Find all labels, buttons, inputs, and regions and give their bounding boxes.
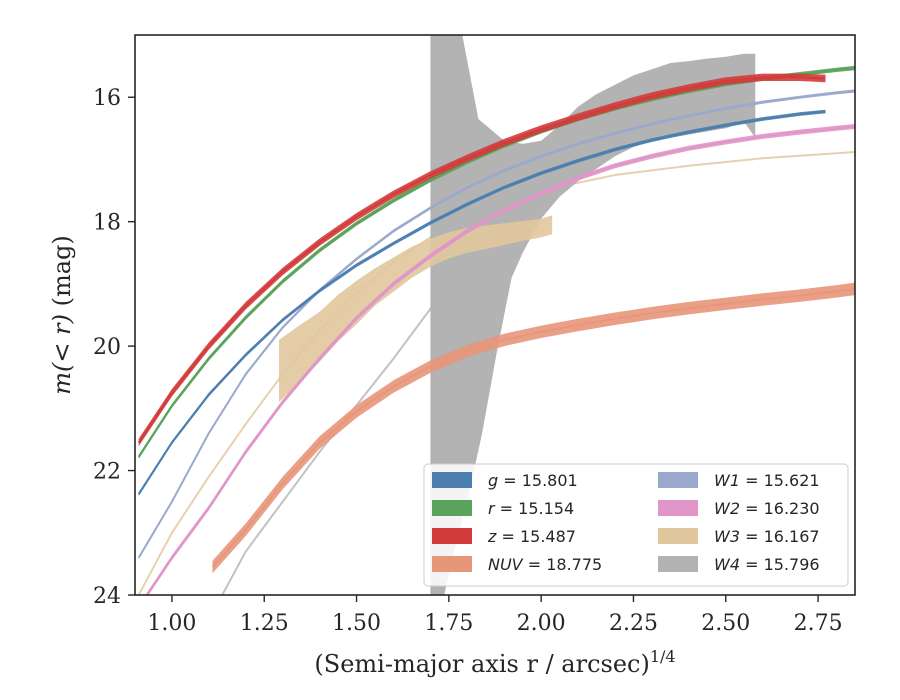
series-w2 (145, 124, 855, 595)
x-tick-label: 2.00 (517, 611, 566, 636)
y-axis-title-main: m(< r) (48, 314, 76, 395)
legend-label-w4: W4 = 15.796 (714, 555, 820, 574)
series-w4-band (430, 35, 756, 595)
x-axis: 1.00 1.25 1.50 1.75 2.00 2.25 2.50 2.75 (147, 595, 843, 636)
legend-swatch-g (432, 472, 472, 488)
series-z (137, 73, 826, 447)
y-tick-label: 16 (93, 86, 121, 111)
x-axis-title-main: (Semi-major axis r / arcsec) (314, 650, 649, 678)
legend-label-w3: W3 = 16.167 (714, 527, 820, 546)
x-axis-title: (Semi-major axis r / arcsec)1/4 (314, 647, 675, 678)
x-tick-label: 1.25 (240, 611, 289, 636)
series-w3 (279, 215, 553, 403)
series-w2-line (145, 125, 855, 595)
legend-swatch-w1 (658, 472, 698, 488)
series-g (137, 109, 826, 497)
series-w1-line (137, 90, 855, 559)
y-tick-label: 20 (93, 335, 121, 360)
legend-swatch-w3 (658, 528, 698, 544)
legend-label-w1: W1 = 15.621 (714, 471, 820, 490)
x-tick-label: 1.50 (332, 611, 381, 636)
legend-swatch-r (432, 500, 472, 516)
legend-label-nuv: NUV = 18.775 (488, 555, 602, 574)
x-tick-label: 2.50 (701, 611, 750, 636)
legend-label-r: r = 15.154 (488, 499, 574, 518)
y-tick-label: 18 (93, 211, 121, 236)
series-nuv-band (212, 282, 855, 574)
legend: g = 15.801 r = 15.154 z = 15.487 NUV = 18.7… (423, 463, 849, 587)
x-tick-label: 2.75 (794, 611, 843, 636)
legend-swatch-w2 (658, 500, 698, 516)
x-tick-label: 1.75 (424, 611, 473, 636)
series-w4 (430, 35, 756, 595)
x-tick-label: 2.25 (609, 611, 658, 636)
legend-swatch-z (432, 528, 472, 544)
plot-frame (134, 34, 856, 596)
legend-box (423, 463, 849, 587)
legend-label-z: z = 15.487 (487, 527, 576, 546)
series-nuv-line (211, 287, 855, 568)
series-layer (137, 35, 855, 595)
x-axis-title-superscript: 1/4 (650, 647, 676, 666)
series-g-line (137, 110, 826, 495)
legend-label-w2: W2 = 16.230 (714, 499, 820, 518)
legend-swatch-w4 (658, 556, 698, 572)
y-axis-title-unit: (mag) (48, 235, 76, 314)
y-tick-label: 22 (93, 460, 121, 485)
legend-swatch-nuv (432, 556, 472, 572)
y-axis-title: m(< r) (mag) (48, 235, 76, 395)
x-tick-label: 1.00 (147, 611, 196, 636)
y-tick-label: 24 (93, 584, 121, 609)
legend-label-g: g = 15.801 (488, 471, 578, 490)
series-w3-band (279, 215, 553, 403)
series-nuv (211, 282, 855, 574)
series-w1 (137, 89, 855, 560)
y-axis: 16 18 20 22 24 (93, 86, 135, 609)
series-z-line (137, 76, 826, 444)
